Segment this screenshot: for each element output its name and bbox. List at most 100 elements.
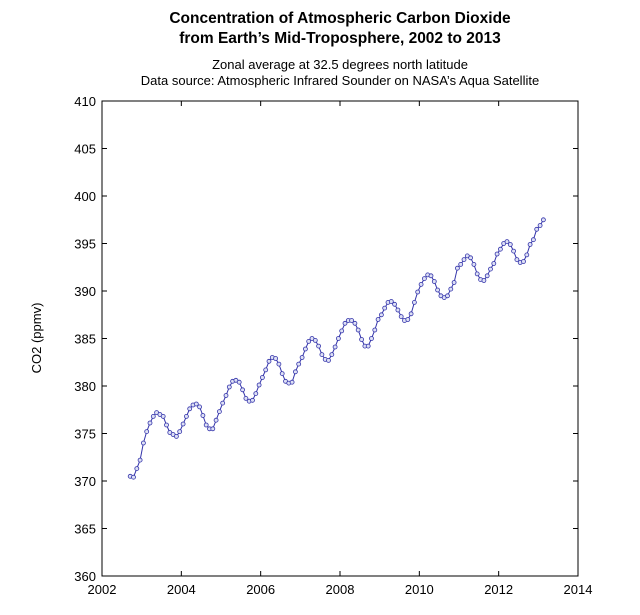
data-point [306, 338, 312, 344]
data-point [200, 413, 206, 418]
data-point [448, 286, 454, 292]
data-point [494, 251, 500, 257]
data-point [335, 336, 341, 341]
data-point [421, 276, 427, 282]
data-point [484, 273, 490, 279]
data-point [398, 314, 404, 320]
data-point [312, 337, 318, 343]
data-point [395, 307, 401, 313]
data-point [319, 352, 325, 358]
data-point [140, 440, 146, 446]
data-point [488, 266, 493, 272]
data-point [266, 358, 272, 364]
data-point [137, 457, 143, 463]
x-tick-label: 2014 [564, 582, 593, 597]
y-tick-label: 410 [74, 94, 96, 109]
x-tick-label: 2008 [326, 582, 355, 597]
data-point [355, 327, 361, 333]
data-point [481, 278, 487, 283]
data-point [468, 255, 474, 261]
data-point [197, 404, 203, 410]
data-point [514, 257, 520, 263]
data-point [243, 395, 249, 401]
data-point [180, 421, 186, 427]
data-point [131, 474, 136, 480]
data-point [531, 237, 536, 243]
data-point [388, 299, 394, 304]
data-point [240, 387, 246, 393]
y-tick-label: 385 [74, 332, 96, 347]
data-point [541, 217, 546, 223]
data-point [296, 361, 302, 367]
data-point [372, 327, 378, 333]
data-point [292, 369, 298, 375]
data-point [183, 413, 189, 419]
data-point [144, 429, 150, 435]
data-point [263, 367, 269, 373]
chart-title-line-1: Concentration of Atmospheric Carbon Diox… [169, 10, 511, 27]
data-point [316, 343, 322, 349]
data-point [511, 248, 516, 254]
x-tick-label: 2010 [405, 582, 434, 597]
data-point [445, 293, 450, 299]
data-point [352, 320, 358, 326]
y-tick-label: 360 [74, 569, 96, 584]
data-point [458, 261, 464, 267]
data-point [418, 281, 424, 287]
data-point [177, 429, 183, 435]
data-point [289, 379, 295, 385]
data-point [273, 356, 279, 361]
data-point [299, 355, 305, 360]
data-point [451, 280, 457, 285]
data-point [147, 420, 153, 426]
data-point [326, 357, 331, 363]
data-point [213, 417, 219, 423]
data-point [497, 246, 503, 252]
data-point [279, 371, 285, 377]
data-point [435, 287, 441, 293]
data-point [160, 413, 166, 419]
data-point [359, 337, 365, 342]
data-point [527, 242, 533, 247]
data-point [534, 226, 540, 232]
data-point [339, 328, 345, 334]
data-point [471, 261, 477, 267]
data-point [220, 400, 226, 406]
y-tick-label: 365 [74, 522, 96, 537]
data-point [382, 305, 388, 311]
data-point [428, 273, 434, 279]
data-point [134, 466, 140, 472]
y-axis-label: CO2 (ppmv) [29, 303, 44, 374]
y-tick-label: 370 [74, 474, 96, 489]
data-point [454, 265, 460, 271]
data-point [187, 406, 193, 412]
y-tick-label: 395 [74, 237, 96, 252]
x-tick-label: 2006 [246, 582, 275, 597]
data-point [276, 361, 282, 367]
data-point [250, 397, 255, 403]
data-point [405, 317, 411, 322]
data-point [259, 375, 265, 380]
data-point [378, 312, 384, 318]
data-point [507, 242, 513, 247]
data-point [369, 336, 374, 341]
data-point [332, 344, 338, 350]
data-point [150, 413, 156, 419]
chart-subtitle-line-1: Zonal average at 32.5 degrees north lati… [212, 57, 468, 72]
data-point [164, 422, 169, 428]
data-point [329, 352, 335, 358]
data-point [408, 311, 414, 317]
data-point [521, 259, 526, 264]
data-point [411, 299, 417, 305]
data-point [504, 239, 510, 245]
y-tick-label: 390 [74, 284, 96, 299]
y-tick-label: 375 [74, 427, 96, 442]
data-point [365, 343, 371, 349]
data-point [193, 401, 199, 407]
data-point [253, 391, 259, 397]
y-tick-label: 380 [74, 379, 96, 394]
chart-subtitle-line-2: Data source: Atmospheric Infrared Sounde… [140, 73, 540, 88]
data-point [342, 320, 348, 326]
y-tick-label: 405 [74, 142, 96, 157]
